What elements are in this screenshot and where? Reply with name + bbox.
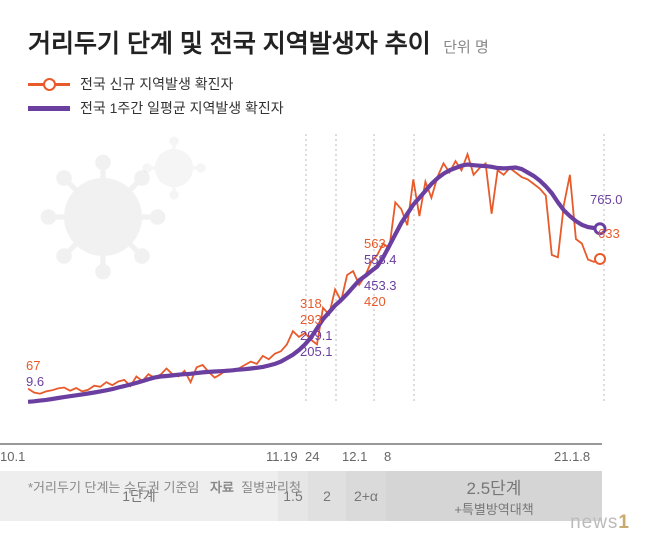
watermark-one: 1 — [618, 512, 630, 533]
annotation-label: 420 — [364, 294, 386, 309]
legend-item-avg: 전국 1주간 일평균 지역발생 확진자 — [28, 98, 630, 118]
x-axis: 10.111.192412.1821.1.8 1단계 1.5 2 2+α 2.5… — [0, 443, 602, 556]
legend-line-daily-icon — [28, 83, 70, 86]
legend-item-daily: 전국 신규 지역발생 확진자 — [28, 74, 630, 94]
annotation-label: 67 — [26, 358, 40, 373]
chart-area: 679.6 318293299.1205.1 563558.4 453.3420 765… — [28, 124, 630, 429]
legend: 전국 신규 지역발생 확진자 전국 1주간 일평균 지역발생 확진자 — [28, 74, 630, 118]
axis-date: 10.1 — [0, 449, 25, 464]
watermark-text: news — [570, 512, 618, 533]
annotation-label: 9.6 — [26, 374, 44, 389]
axis-date: 8 — [384, 449, 391, 464]
chart-unit: 단위 명 — [443, 39, 489, 56]
annotation-label: 453.3 — [364, 278, 397, 293]
annotation-label: 205.1 — [300, 344, 333, 359]
annotation-label: 318 — [300, 296, 322, 311]
axis-date: 12.1 — [342, 449, 367, 464]
axis-date: 21.1.8 — [554, 449, 590, 464]
source: 자료 질병관리청 — [210, 477, 301, 496]
axis-date: 24 — [305, 449, 319, 464]
legend-line-avg-icon — [28, 106, 70, 111]
stage-2-5-sub: +특별방역대책 — [454, 499, 533, 518]
stage-2-5-main: 2.5단계 — [467, 474, 522, 499]
chart-svg — [28, 124, 630, 429]
axis-date: 11.19 — [266, 449, 298, 464]
annotation-label: 633 — [598, 226, 620, 241]
annotation-label: 299.1 — [300, 328, 333, 343]
chart-title: 거리두기 단계 및 전국 지역발생자 추이 — [28, 30, 431, 58]
legend-avg-label: 전국 1주간 일평균 지역발생 확진자 — [80, 98, 284, 118]
legend-daily-label: 전국 신규 지역발생 확진자 — [80, 74, 233, 94]
annotation-label: 765.0 — [590, 192, 623, 207]
source-label: 자료 — [210, 480, 234, 495]
annotation-label: 563 — [364, 236, 386, 251]
annotation-label: 293 — [300, 312, 322, 327]
annotation-label: 558.4 — [364, 252, 397, 267]
watermark: news1 — [570, 512, 630, 534]
footnote: *거리두기 단계는 수도권 기준임 — [28, 477, 199, 496]
source-value: 질병관리청 — [241, 480, 301, 495]
stage-2-alpha: 2+α — [346, 471, 386, 521]
stage-2: 2 — [308, 471, 346, 521]
axis-line — [0, 443, 602, 445]
